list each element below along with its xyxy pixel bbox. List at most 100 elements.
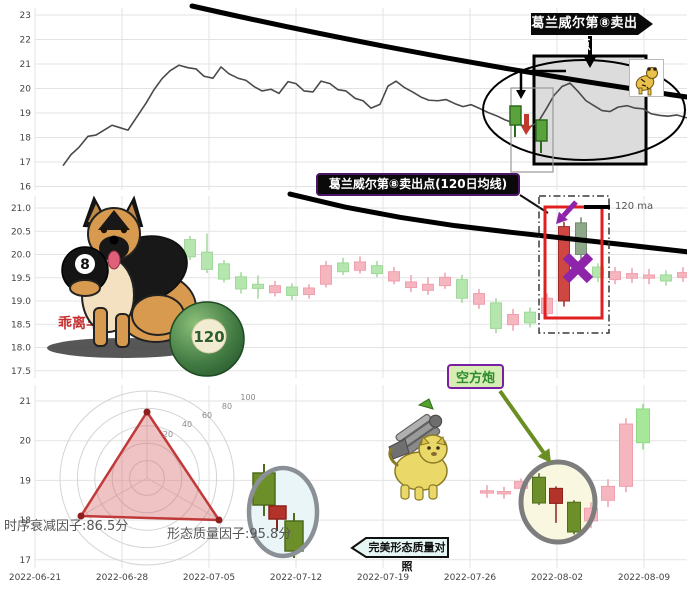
svg-text:20.5: 20.5 (11, 227, 31, 237)
legend-label: 120 ma (615, 201, 654, 212)
svg-text:18.5: 18.5 (11, 320, 31, 330)
perfect-ref-arrow-box (350, 537, 449, 558)
candle (532, 476, 546, 504)
leaf (417, 398, 434, 410)
candles-middle (184, 217, 687, 334)
kongfangpao-arrow (498, 389, 546, 454)
candle (567, 501, 581, 533)
down-trendline (189, 3, 687, 100)
billiard-120-image: 120 (169, 301, 245, 377)
svg-text:18: 18 (20, 134, 32, 144)
legend-line-swatch (584, 204, 610, 209)
callout-granville-top: 葛兰威尔第⑧卖出点 (531, 13, 638, 53)
candles-bottom (480, 403, 650, 535)
sell-zone-ellipse (482, 59, 686, 161)
mini-green-candle-2 (535, 119, 548, 142)
svg-text:19.0: 19.0 (11, 297, 31, 307)
dog-tongue (107, 250, 121, 270)
svg-text:60: 60 (202, 411, 212, 420)
ball-8-label: 8 (80, 257, 90, 273)
svg-text:19.5: 19.5 (11, 274, 31, 284)
candle (497, 491, 511, 495)
purple-arrow (561, 200, 578, 218)
svg-text:2022-08-09: 2022-08-09 (618, 573, 671, 583)
svg-text:2022-07-05: 2022-07-05 (183, 573, 235, 583)
svg-text:16: 16 (20, 183, 32, 193)
candle (303, 287, 315, 295)
candle (619, 423, 633, 487)
svg-text:23: 23 (20, 11, 31, 21)
candle (405, 281, 417, 289)
svg-text:20.0: 20.0 (11, 251, 31, 261)
candle (473, 293, 485, 305)
legend-120ma: 120 ma (584, 201, 653, 212)
svg-text:19: 19 (20, 476, 32, 486)
panel-bottom: 21 20 19 18 17 20 40 60 80 100 (20, 385, 687, 568)
x-axis-labels: 2022-06-21 2022-06-28 2022-07-05 2022-07-12… (9, 573, 671, 583)
candle (235, 276, 247, 290)
svg-text:18.0: 18.0 (11, 344, 31, 354)
callout-granville-top-arrowhead (638, 13, 653, 35)
mini-red-arrow (524, 114, 529, 127)
candle (601, 485, 615, 501)
dog-paw (69, 279, 101, 297)
perfect-circle-ring (246, 465, 320, 559)
factor-decay-label: 时序衰减因子:86.5分 (4, 519, 129, 534)
candle (286, 286, 298, 296)
svg-text:20: 20 (20, 85, 32, 95)
candle (456, 279, 468, 299)
candle (677, 272, 687, 278)
svg-text:19: 19 (20, 109, 32, 119)
svg-text:2022-07-26: 2022-07-26 (444, 573, 497, 583)
svg-text:2022-07-12: 2022-07-12 (270, 573, 322, 583)
svg-text:17: 17 (20, 556, 31, 566)
svg-text:21.0: 21.0 (11, 204, 31, 214)
candle (337, 262, 349, 273)
candle (320, 265, 332, 285)
svg-text:2022-06-28: 2022-06-28 (96, 573, 149, 583)
svg-text:2022-06-21: 2022-06-21 (9, 573, 61, 583)
svg-text:21: 21 (20, 60, 31, 70)
perfect-red-candle (268, 505, 287, 520)
candle (252, 283, 264, 289)
svg-text:20: 20 (20, 437, 32, 447)
candle (490, 302, 502, 329)
candle (201, 251, 213, 270)
candle (507, 313, 519, 326)
candle (660, 274, 672, 282)
factor-radar: 20 40 60 80 100 (59, 390, 256, 566)
candle (439, 276, 451, 287)
panel-top: 23 22 21 20 19 18 17 16 (20, 3, 687, 193)
svg-text:40: 40 (182, 420, 192, 429)
candle (643, 274, 655, 279)
candle (609, 271, 621, 281)
svg-text:100: 100 (240, 393, 255, 402)
candle (549, 487, 563, 504)
kongfangpao-label: 空方炮 (447, 364, 505, 389)
svg-text:20: 20 (163, 430, 173, 439)
candle (388, 271, 400, 282)
candle (218, 263, 230, 280)
cannon-dog-image (388, 398, 448, 501)
price-line (62, 64, 687, 167)
ma-120-line (287, 191, 687, 255)
callout-leader-line (519, 194, 549, 214)
mini-green-candle-1 (509, 105, 522, 126)
candle (184, 239, 196, 258)
candle (626, 273, 638, 279)
pattern-circle-ring (518, 459, 598, 545)
tiger-image (629, 59, 664, 97)
factor-quality-label: 形态质量因子:95.8分 (167, 527, 292, 542)
candle (422, 283, 434, 291)
inner-gray-box (510, 87, 554, 173)
svg-text:21: 21 (20, 397, 31, 407)
candle (354, 261, 366, 271)
svg-text:2022-08-02: 2022-08-02 (531, 573, 583, 583)
svg-text:22: 22 (20, 36, 31, 46)
dog-tail (388, 447, 399, 467)
svg-text:17.5: 17.5 (11, 367, 31, 377)
svg-text:80: 80 (222, 402, 232, 411)
candle (541, 297, 553, 315)
